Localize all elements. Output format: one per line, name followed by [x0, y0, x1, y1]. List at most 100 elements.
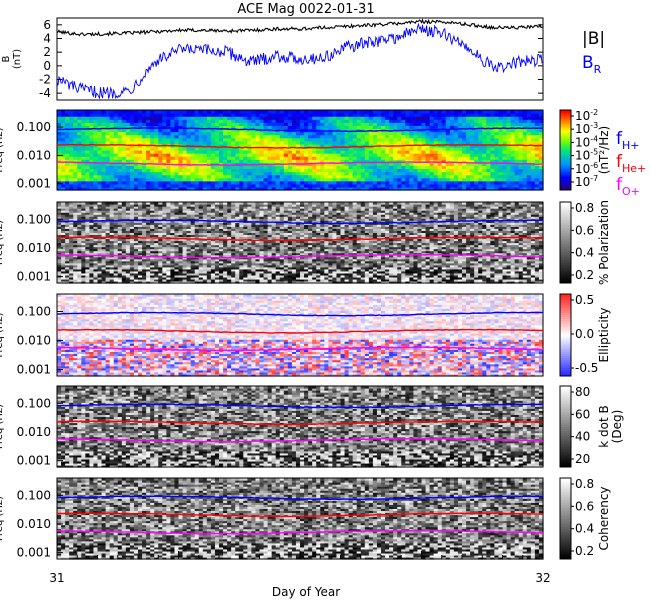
line-f-o — [56, 253, 544, 259]
colorbar-tick-label: 0.2 — [575, 544, 594, 558]
line-f-he — [56, 236, 544, 242]
y-tick-label: 0.010 — [17, 241, 51, 255]
colorbar: 10-210-310-410-510-610-7 — [559, 108, 598, 191]
y-tick-label: 6 — [43, 18, 51, 32]
y-tick-label: 0.010 — [17, 517, 51, 531]
line-f-o — [56, 529, 544, 535]
line-f-h — [56, 127, 544, 133]
y-tick-label: 4 — [43, 32, 51, 46]
colorbar-tick-label: -0.5 — [575, 361, 598, 375]
y-axis-label: Freq (Hz) — [0, 404, 5, 449]
heatmap-cells — [57, 386, 544, 468]
legend-item: fH+ — [616, 129, 640, 152]
line-f-o — [56, 346, 544, 352]
colorbar: 0.8 0.6 0.4 0.2 — [559, 201, 594, 284]
y-tick-label: 2 — [43, 45, 51, 59]
panel-frame — [56, 293, 544, 377]
colorbar-tick-label: 0.8 — [575, 201, 594, 215]
panel-frame — [56, 385, 544, 468]
x-axis — [56, 551, 544, 559]
colorbar-tick-label: 0.8 — [575, 477, 594, 491]
y-tick-label: 0.010 — [17, 148, 51, 162]
y-tick-label: 0.001 — [17, 363, 51, 377]
x-axis-label: Day of Year — [272, 585, 340, 599]
line-f-o — [56, 161, 543, 166]
colorbar-tick-label: 0.6 — [575, 223, 594, 237]
colorbar-tick-label: 10-5 — [575, 148, 598, 163]
x-tick-end: 32 — [535, 571, 550, 585]
colorbar-frame — [559, 477, 572, 560]
y-tick-label: 0 — [43, 59, 51, 73]
colorbar-label: k dot B(Deg) — [597, 405, 624, 447]
y-tick-label: -2 — [39, 73, 51, 87]
colorbar: 80 60 40 20 — [559, 385, 590, 468]
y-axis-label: Freq (Hz) — [0, 220, 5, 265]
y-axis-label: Freq (Hz) — [0, 127, 5, 172]
y-tick-label: 0.001 — [17, 177, 51, 191]
line-f-he — [56, 328, 543, 334]
panel-frame — [56, 109, 544, 191]
y-tick-label: 0.001 — [17, 270, 51, 284]
colorbar-frame — [559, 109, 572, 191]
colorbar-label: Coherency — [597, 486, 611, 550]
panel--polarization: 0.100 0.010 0.001 0.8 0.6 0.4 0.2% Polarizatio… — [0, 200, 611, 285]
colorbar-tick-label: 10-3 — [575, 121, 598, 136]
colorbar-frame — [559, 293, 572, 377]
y-tick-label: 0.100 — [17, 396, 51, 410]
colorbar-tick-label: 10-2 — [575, 108, 598, 123]
line-f-he — [56, 512, 544, 518]
colorbar-label: (nT²/Hz) — [597, 126, 611, 174]
colorbar-tick-label: 0.6 — [575, 499, 594, 513]
y-tick-label: 0.010 — [17, 425, 51, 439]
y-axis-label: Freq (Hz) — [0, 496, 5, 541]
colorbar-tick-label: 60 — [575, 407, 590, 421]
colorbar-tick-label: 80 — [575, 385, 590, 399]
legend-item: fO+ — [616, 175, 640, 198]
line-f-h — [57, 403, 544, 409]
y-tick-label: 0.001 — [17, 546, 51, 560]
panel-frame — [56, 17, 544, 101]
colorbar-tick-label: 20 — [575, 452, 590, 466]
colorbar-tick-label: 10-7 — [575, 174, 598, 189]
colorbar-tick-label: 40 — [575, 430, 590, 444]
colorbar-frame — [559, 385, 572, 468]
y-tick-label: 0.100 — [17, 212, 51, 226]
y-tick-label: 0.010 — [17, 334, 51, 348]
y-axis-label: Freq (Hz) — [0, 312, 5, 357]
colorbar-frame — [559, 201, 572, 284]
line-f-he — [57, 420, 543, 426]
legend-item: fHe+ — [616, 152, 646, 175]
colorbar-label: Ellipticity — [597, 308, 611, 363]
colorbar-tick-label: 0.5 — [575, 293, 594, 307]
heatmap-cells — [57, 202, 544, 284]
series-line-br — [56, 22, 544, 100]
colorbar-tick-label: 0.4 — [575, 522, 594, 536]
line-f-he — [56, 143, 544, 149]
line-f-o — [57, 437, 544, 443]
colorbar-tick-label: 0.4 — [575, 246, 594, 260]
y-tick-label: 0.100 — [17, 120, 51, 134]
y-tick-label: 0.100 — [17, 304, 51, 318]
legend-frequencies: fH+fHe+fO+ — [616, 129, 646, 198]
panel--nt-hz-: 0.100 0.010 0.001 10-210-310-410-510-610-7(… — [0, 108, 611, 191]
colorbar-tick-label: 10-4 — [575, 134, 598, 149]
heatmap-cells — [57, 478, 544, 560]
line-f-h — [56, 311, 544, 317]
panels-group: 6420-2-4B(nT)0.1000.0100.00110-210-310-4… — [0, 17, 624, 560]
panel-k-dot-b: 0.100 0.010 0.001 80 60 40 20 k dot B(Deg) Freq … — [0, 385, 624, 468]
y-tick-label: 0.100 — [17, 488, 51, 502]
y-tick-label: -4 — [39, 86, 51, 100]
colorbar-tick-label: 0.2 — [575, 268, 594, 282]
figure-title: ACE Mag 0022-01-31 — [237, 2, 374, 17]
legend-item: BR — [582, 53, 602, 76]
legend-field: |B| BR — [582, 29, 605, 76]
line-f-h — [56, 495, 544, 501]
colorbar-label: % Polarization — [597, 200, 611, 285]
heatmap-cells — [57, 294, 544, 377]
colorbar: 0.8 0.6 0.4 0.2 — [559, 477, 594, 560]
colorbar: 0.5 0.0 -0.5 — [559, 293, 598, 377]
x-tick-start: 31 — [49, 571, 64, 585]
